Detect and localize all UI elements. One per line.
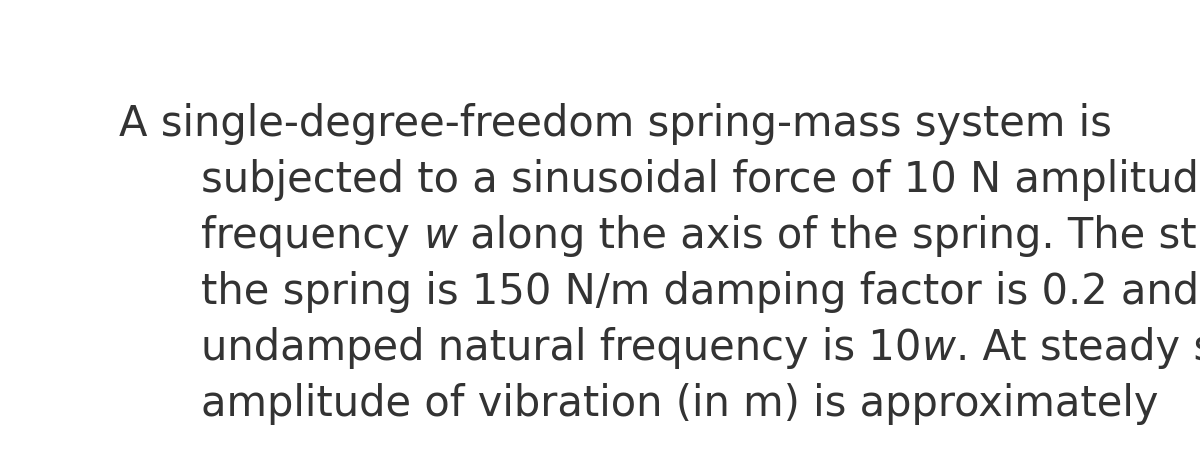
Text: frequency: frequency bbox=[202, 215, 424, 257]
Text: the spring is 150 N/m damping factor is 0.2 and the: the spring is 150 N/m damping factor is … bbox=[202, 271, 1200, 313]
Text: along the axis of the spring. The stiffness of: along the axis of the spring. The stiffn… bbox=[457, 215, 1200, 257]
Text: subjected to a sinusoidal force of 10 N amplitude and: subjected to a sinusoidal force of 10 N … bbox=[202, 159, 1200, 201]
Text: amplitude of vibration (in m) is approximately: amplitude of vibration (in m) is approxi… bbox=[202, 383, 1159, 425]
Text: undamped natural frequency is 10: undamped natural frequency is 10 bbox=[202, 327, 922, 369]
Text: w: w bbox=[922, 327, 955, 369]
Text: w: w bbox=[424, 215, 457, 257]
Text: A single-degree-freedom spring-mass system is: A single-degree-freedom spring-mass syst… bbox=[119, 103, 1111, 145]
Text: . At steady state, the: . At steady state, the bbox=[955, 327, 1200, 369]
